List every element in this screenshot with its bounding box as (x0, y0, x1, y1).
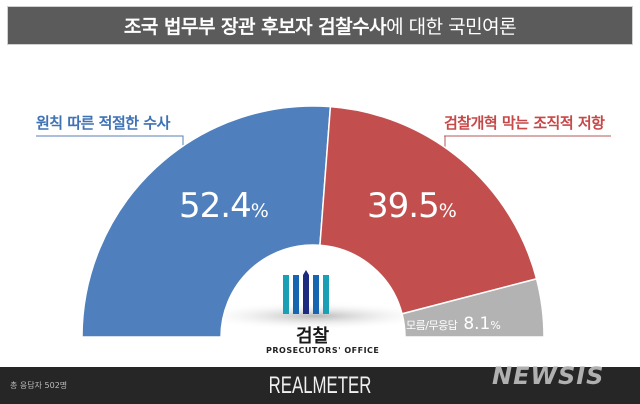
value-resistance: 39.5% (367, 186, 457, 226)
segment-resistance (319, 105, 538, 315)
title-light: 에 대한 국민여론 (386, 16, 517, 38)
blue-leader-line (36, 135, 184, 150)
title-bold: 조국 법무부 장관 후보자 검찰수사 (123, 16, 387, 38)
logo-name: 검찰 (296, 326, 330, 347)
red-leader-line (444, 135, 611, 150)
brand-logo: REALMETER (268, 372, 372, 399)
value-dontknow: 모름/무응답 8.1% (406, 314, 501, 334)
segment-appropriate (81, 105, 332, 338)
title-bar: 조국 법무부 장관 후보자 검찰수사 에 대한 국민여론 (7, 6, 633, 45)
value-appropriate: 52.4% (179, 186, 269, 226)
footer: 총 응답자 502명 REALMETER NEWSIS (0, 362, 640, 404)
newsis-watermark: NEWSIS (492, 362, 605, 390)
legend-label-appropriate: 원칙 따른 적절한 수사 (36, 114, 170, 132)
legend-label-resistance: 검찰개혁 막는 조직적 저항 (444, 114, 605, 132)
logo-subtitle: PROSECUTORS' OFFICE (266, 346, 380, 355)
segment-dontknow (401, 277, 545, 338)
prosecutors-logo-icon (283, 270, 329, 314)
center-shadow (196, 302, 436, 330)
respondent-count: 총 응답자 502명 (10, 381, 68, 390)
